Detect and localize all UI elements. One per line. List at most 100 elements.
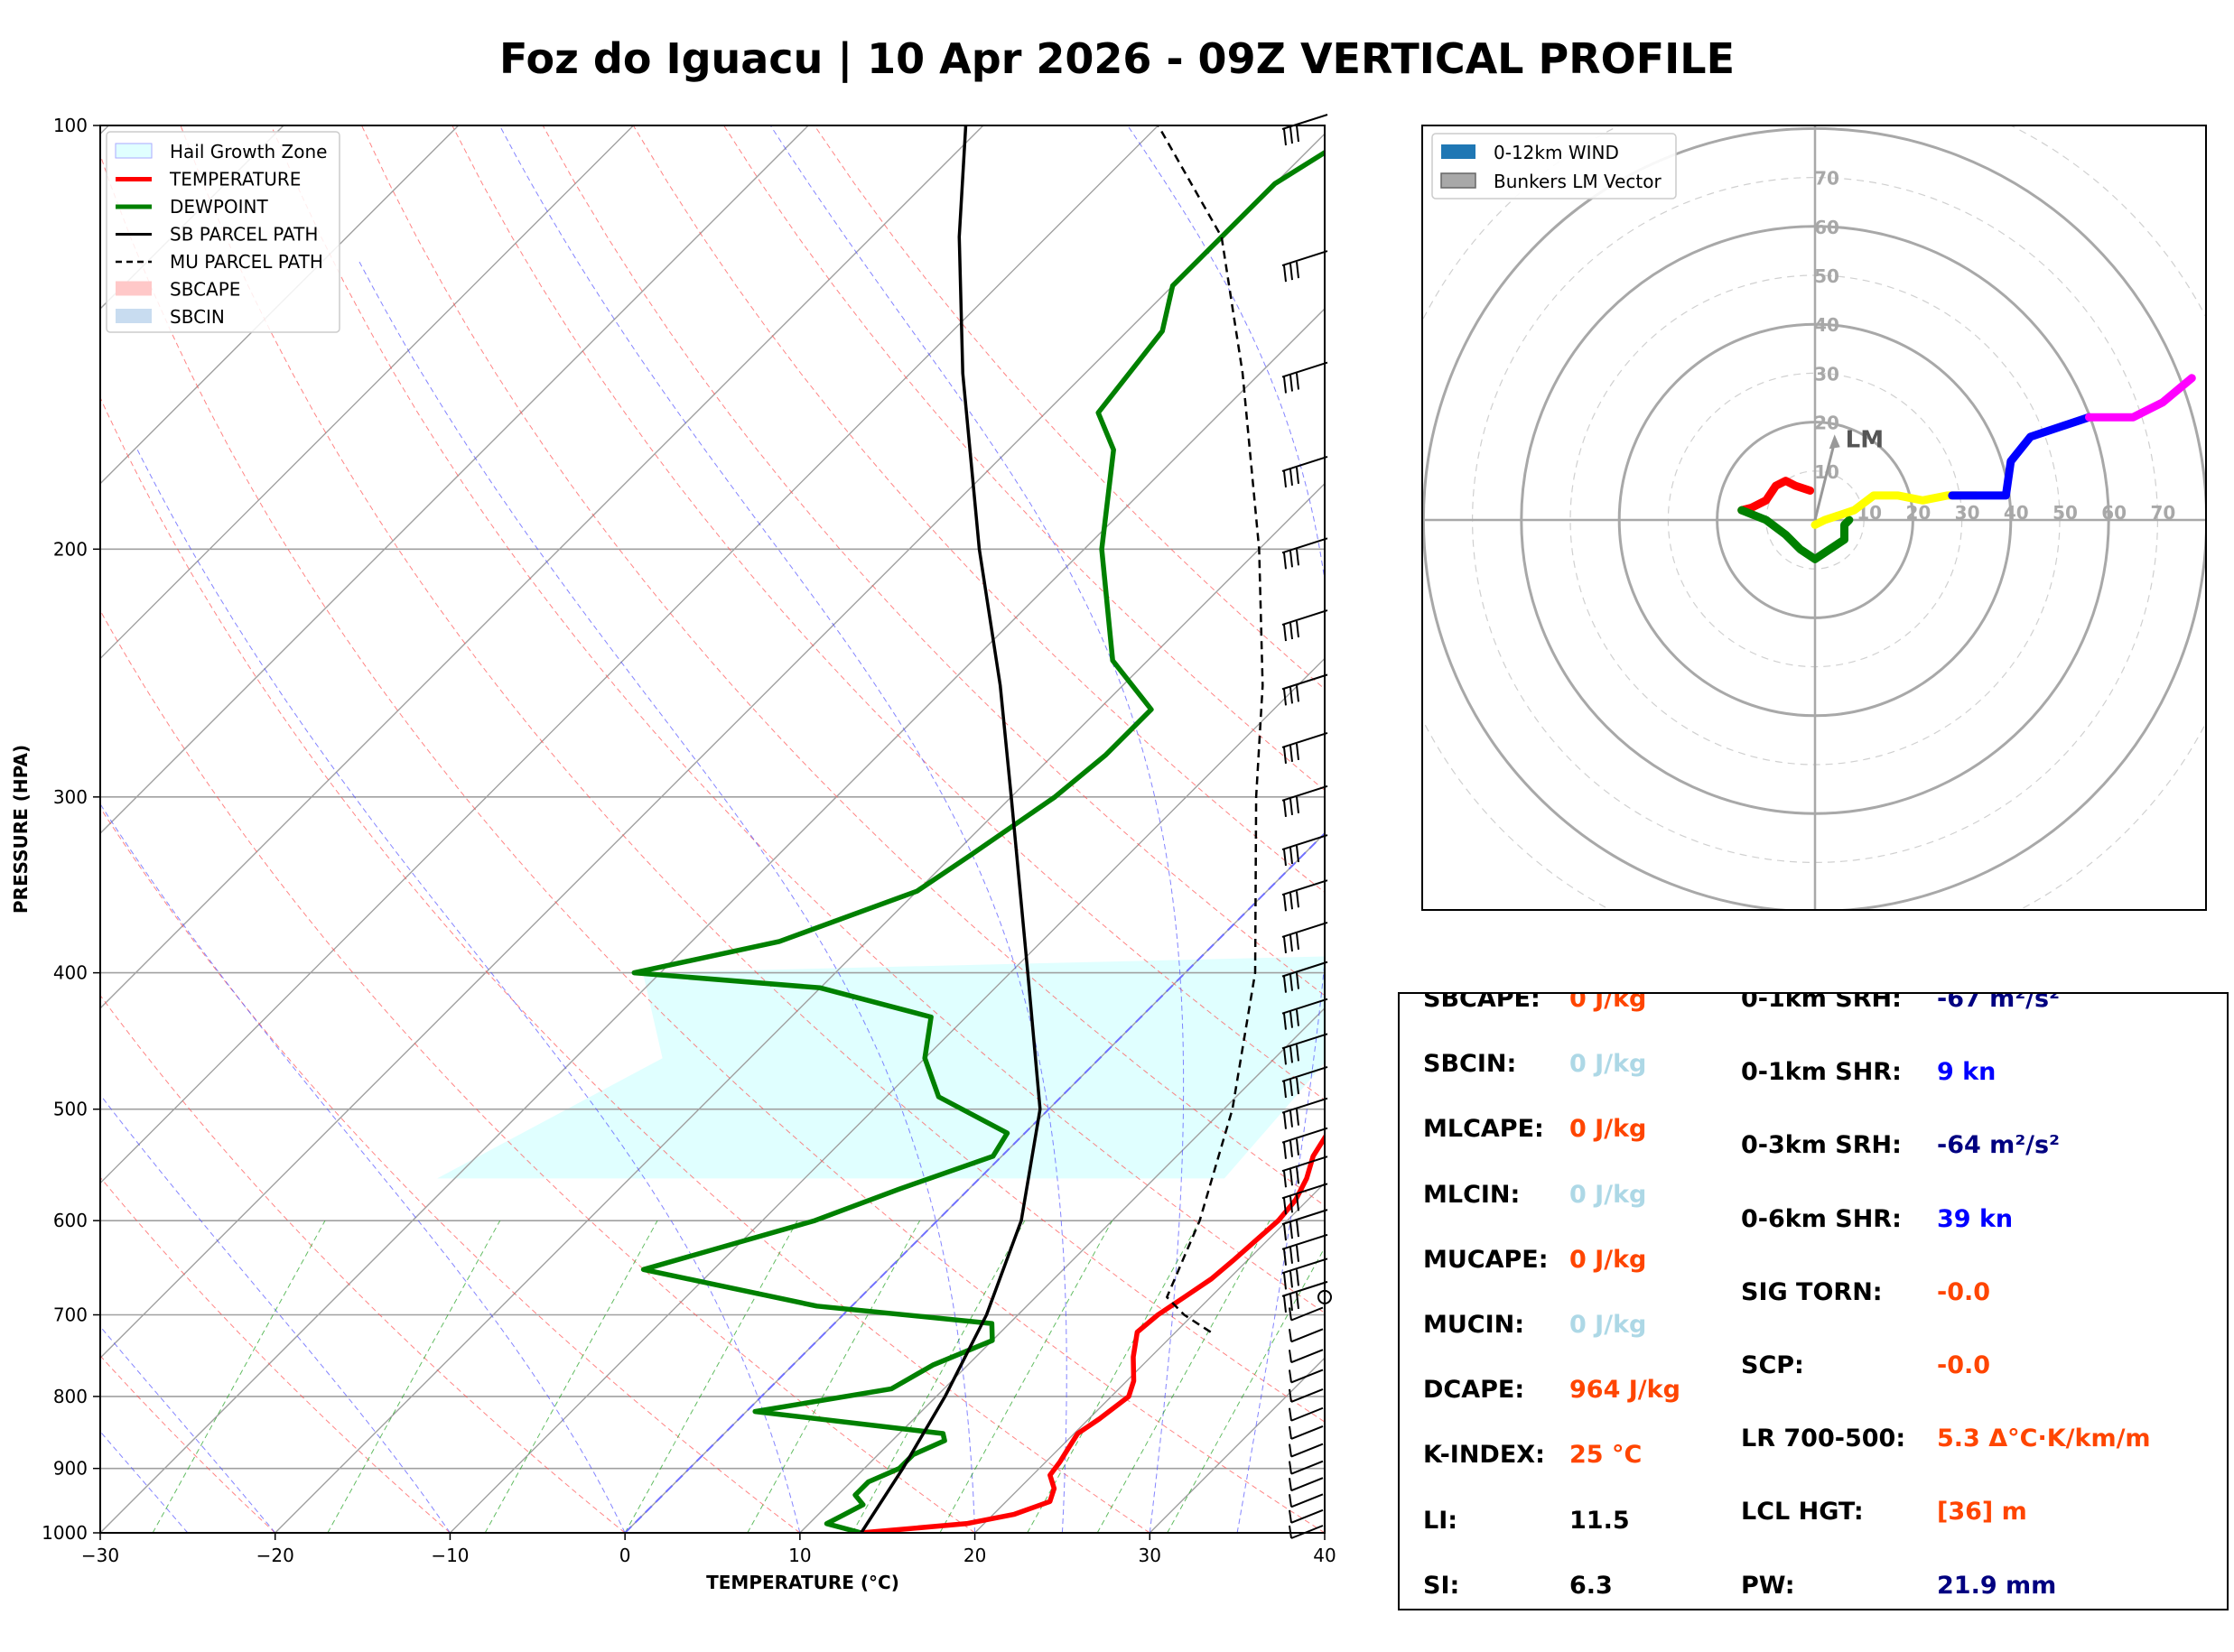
index-label: MUCIN: xyxy=(1423,1311,1525,1339)
legend-label: Bunkers LM Vector xyxy=(1494,171,1662,192)
isotherm-line xyxy=(624,832,1325,1533)
ring-label-u: 50 xyxy=(2052,502,2078,524)
legend-swatch xyxy=(116,281,152,296)
x-axis-label: TEMPERATURE (°C) xyxy=(706,1572,899,1593)
ring-label-u: 20 xyxy=(1905,502,1931,524)
y-tick-label: 400 xyxy=(53,962,88,984)
index-label: SI: xyxy=(1423,1571,1460,1600)
range-ring xyxy=(1617,322,2013,718)
range-ring xyxy=(1667,372,1963,668)
y-tick-label: 1000 xyxy=(42,1522,88,1544)
hodograph-legend: 0-12km WIND Bunkers LM Vector xyxy=(1431,133,1677,200)
index-value: 0 J/kg xyxy=(1569,1311,1647,1339)
index-label: 0-1km SRH: xyxy=(1741,992,1902,1013)
wind-barb xyxy=(1289,1387,1324,1403)
ring-label-v: 60 xyxy=(1814,217,1839,238)
hodo-segment-9-12km xyxy=(1948,413,2093,500)
page-title: Foz do Iguacu | 10 Apr 2026 - 09Z VERTIC… xyxy=(498,34,1736,83)
ring-label-u: 10 xyxy=(1857,502,1882,524)
wind-barb xyxy=(1281,961,1328,993)
moist-adiabat-line xyxy=(769,125,1185,1533)
wind-barb xyxy=(1289,1349,1324,1364)
ring-label-v: 40 xyxy=(1814,314,1839,336)
wind-barb xyxy=(1289,1328,1324,1343)
legend-swatch xyxy=(1441,144,1475,159)
wind-barb xyxy=(1281,1183,1328,1215)
index-value: 11.5 xyxy=(1569,1506,1630,1535)
wind-barb xyxy=(1281,1155,1328,1188)
isotherm-line xyxy=(100,125,460,485)
wind-barb xyxy=(1281,834,1328,867)
hodo-segment-6-9km xyxy=(1810,491,1981,529)
sb-parcel-line xyxy=(860,125,1042,1533)
x-tick-label: 10 xyxy=(788,1545,811,1566)
mu-parcel-line xyxy=(1157,125,1264,1333)
isotherm-line xyxy=(100,133,1325,1360)
isotherm-line xyxy=(100,125,634,660)
index-value: 6.3 xyxy=(1569,1571,1613,1600)
x-tick-label: 40 xyxy=(1313,1545,1336,1566)
ring-label-u: 70 xyxy=(2150,502,2175,524)
bunkers-lm-arrowhead xyxy=(1829,434,1840,450)
legend-swatch xyxy=(116,309,152,323)
y-tick-label: 300 xyxy=(53,786,88,808)
dry-adiabat-line xyxy=(723,125,1325,792)
wind-barb xyxy=(1281,673,1328,706)
legend-label: MU PARCEL PATH xyxy=(170,251,323,273)
isotherm-line xyxy=(100,308,1325,1533)
legend-box xyxy=(106,131,340,333)
index-value: -0.0 xyxy=(1937,1351,1991,1379)
x-tick-label: 20 xyxy=(963,1545,986,1566)
mixing-ratio-line xyxy=(1167,1247,1325,1533)
dry-adiabat-line xyxy=(100,609,975,1533)
index-value: 39 kn xyxy=(1937,1204,2014,1233)
index-value: 5.3 Δ°C·K/km/m xyxy=(1937,1425,2151,1453)
ring-label-u: 60 xyxy=(2101,502,2127,524)
index-value: 0 J/kg xyxy=(1569,1180,1647,1209)
index-value: -0.0 xyxy=(1937,1277,1991,1306)
index-value: 0 J/kg xyxy=(1569,1050,1647,1079)
y-tick-label: 200 xyxy=(53,538,88,560)
hodo-segment-0-3km xyxy=(1737,477,1815,515)
index-label: K-INDEX: xyxy=(1423,1441,1545,1470)
skewt-legend: Hail Growth Zone TEMPERATURE DEWPOINT SB PA… xyxy=(106,131,340,333)
isotherm-line xyxy=(974,1182,1325,1533)
dry-adiabat-line xyxy=(361,125,1325,1207)
wind-barb xyxy=(1281,114,1328,146)
mixing-ratio-line xyxy=(624,1220,798,1533)
legend-label: SBCAPE xyxy=(170,279,240,301)
isotherm-line xyxy=(1324,1532,1325,1533)
legend-label: DEWPOINT xyxy=(170,196,268,218)
wind-barb xyxy=(1281,1097,1328,1129)
index-label: SCP: xyxy=(1741,1351,1804,1379)
x-tick-label: −20 xyxy=(256,1545,294,1566)
range-ring xyxy=(1569,274,2061,766)
mixing-ratio-line xyxy=(152,1220,326,1533)
wind-barb xyxy=(1281,879,1328,912)
y-tick-label: 800 xyxy=(53,1386,88,1407)
range-ring xyxy=(1422,125,2206,910)
isotherm-line xyxy=(100,125,1159,1184)
wind-barb xyxy=(1281,361,1328,394)
wind-barb xyxy=(1289,1493,1324,1508)
isotherm-line xyxy=(275,482,1325,1533)
dry-adiabat-line xyxy=(814,125,1325,690)
wind-barb xyxy=(1289,1443,1324,1458)
isotherm-line xyxy=(100,125,809,835)
wind-barb xyxy=(1289,1425,1324,1440)
mixing-ratio-line xyxy=(484,1220,658,1533)
index-value: 21.9 mm xyxy=(1937,1571,2057,1600)
index-value: 0 J/kg xyxy=(1569,1245,1647,1274)
dry-adiabat-line xyxy=(100,1355,276,1533)
x-tick-label: 30 xyxy=(1139,1545,1161,1566)
calm-wind-marker xyxy=(1317,1289,1332,1304)
legend-swatch xyxy=(115,143,153,159)
skewt-frame xyxy=(99,125,1326,1534)
dewpoint-line xyxy=(631,149,1325,1533)
index-value: -64 m²/s² xyxy=(1937,1131,2060,1160)
index-label: SIG TORN: xyxy=(1741,1277,1883,1306)
y-tick-label: 100 xyxy=(53,115,88,136)
wind-barb xyxy=(1289,1306,1324,1322)
y-tick-label: 500 xyxy=(53,1099,88,1120)
